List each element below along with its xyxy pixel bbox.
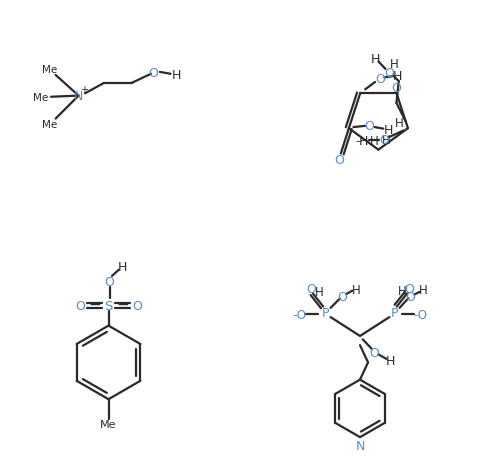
Text: O: O (405, 290, 415, 303)
Text: O: O (75, 299, 84, 312)
Text: O: O (404, 282, 414, 295)
Text: H: H (352, 283, 360, 296)
Text: H: H (419, 284, 428, 297)
Text: O: O (379, 134, 389, 147)
Text: O: O (369, 346, 379, 359)
Text: O: O (365, 120, 374, 133)
Text: O: O (384, 67, 395, 80)
Text: =: = (88, 298, 101, 313)
Text: P: P (391, 307, 398, 320)
Text: Me: Me (100, 420, 117, 430)
Text: O: O (306, 282, 316, 295)
Text: H: H (390, 58, 399, 71)
Text: H: H (385, 354, 395, 368)
Text: =: = (116, 298, 129, 313)
Text: H: H (395, 117, 404, 129)
Text: H: H (314, 285, 323, 298)
Text: Me: Me (42, 120, 58, 130)
Text: H: H (398, 284, 407, 297)
Text: O: O (375, 73, 384, 86)
Text: -O: -O (293, 308, 307, 321)
Text: H: H (371, 52, 380, 65)
Text: O: O (105, 275, 115, 288)
Text: H: H (384, 123, 393, 136)
Text: O: O (337, 290, 347, 303)
Text: -O: -O (413, 308, 427, 321)
Text: H: H (370, 135, 378, 148)
Text: S: S (104, 299, 113, 312)
Text: O: O (335, 153, 345, 166)
Text: Me: Me (33, 93, 48, 102)
Text: H: H (118, 260, 127, 273)
Text: –: – (355, 135, 361, 146)
Text: P: P (322, 307, 329, 320)
Text: N: N (74, 90, 84, 103)
Text: H: H (172, 69, 181, 82)
Text: H: H (382, 134, 391, 147)
Text: O: O (148, 67, 158, 80)
Text: +: + (80, 84, 88, 95)
Text: N: N (355, 439, 365, 452)
Text: Me: Me (42, 65, 58, 75)
Text: H: H (359, 134, 368, 147)
Text: O: O (392, 82, 402, 95)
Text: H: H (392, 70, 402, 83)
Text: O: O (132, 299, 142, 312)
